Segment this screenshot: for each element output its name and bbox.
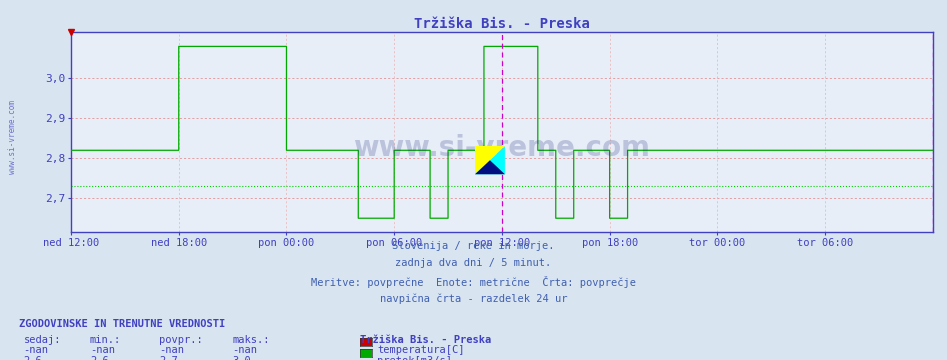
Text: 2,6: 2,6 — [90, 356, 109, 360]
Polygon shape — [475, 146, 505, 174]
Text: -nan: -nan — [232, 345, 257, 355]
Text: 2,7: 2,7 — [159, 356, 178, 360]
Text: Tržiška Bis. - Preska: Tržiška Bis. - Preska — [360, 335, 491, 345]
Text: navpična črta - razdelek 24 ur: navpična črta - razdelek 24 ur — [380, 293, 567, 303]
Text: -nan: -nan — [159, 345, 184, 355]
Text: -nan: -nan — [24, 345, 48, 355]
Text: min.:: min.: — [90, 335, 121, 345]
Polygon shape — [475, 160, 505, 174]
Text: 2,6: 2,6 — [24, 356, 43, 360]
Text: maks.:: maks.: — [232, 335, 270, 345]
Text: www.si-vreme.com: www.si-vreme.com — [8, 100, 17, 174]
Text: Slovenija / reke in morje.: Slovenija / reke in morje. — [392, 241, 555, 251]
Text: povpr.:: povpr.: — [159, 335, 203, 345]
Text: 3,0: 3,0 — [232, 356, 251, 360]
Text: -nan: -nan — [90, 345, 115, 355]
Polygon shape — [475, 146, 505, 174]
Text: Meritve: povprečne  Enote: metrične  Črta: povprečje: Meritve: povprečne Enote: metrične Črta:… — [311, 276, 636, 288]
Title: Tržiška Bis. - Preska: Tržiška Bis. - Preska — [414, 17, 590, 31]
Text: pretok[m3/s]: pretok[m3/s] — [377, 356, 452, 360]
Text: zadnja dva dni / 5 minut.: zadnja dva dni / 5 minut. — [396, 258, 551, 269]
Text: ZGODOVINSKE IN TRENUTNE VREDNOSTI: ZGODOVINSKE IN TRENUTNE VREDNOSTI — [19, 319, 225, 329]
Text: temperatura[C]: temperatura[C] — [377, 345, 464, 355]
Text: sedaj:: sedaj: — [24, 335, 62, 345]
Text: www.si-vreme.com: www.si-vreme.com — [353, 134, 651, 162]
